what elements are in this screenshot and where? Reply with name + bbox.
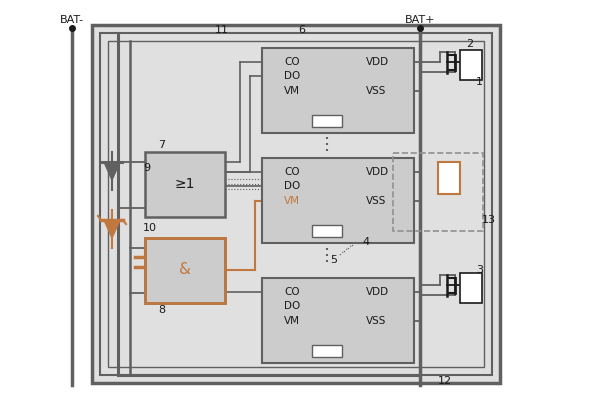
Text: VSS: VSS [366, 316, 386, 326]
Bar [262, 48, 414, 133]
Text: VSS: VSS [366, 86, 386, 96]
Bar [145, 238, 225, 303]
Text: 12: 12 [438, 376, 452, 386]
Text: 4: 4 [362, 237, 369, 247]
Text: 5: 5 [330, 255, 337, 265]
Text: 13: 13 [482, 215, 496, 225]
Text: VDD: VDD [366, 167, 389, 177]
Text: 9: 9 [143, 163, 150, 173]
Text: 7: 7 [158, 140, 165, 150]
Text: 10: 10 [143, 223, 157, 233]
Text: 3: 3 [476, 265, 483, 275]
Text: BAT+: BAT+ [405, 15, 435, 25]
Bar [108, 41, 484, 367]
Bar [262, 278, 414, 363]
Text: BAT-: BAT- [60, 15, 84, 25]
Text: DO: DO [284, 181, 300, 191]
Text: VDD: VDD [366, 57, 389, 67]
Polygon shape [104, 162, 120, 180]
Bar [312, 115, 342, 127]
Bar [312, 225, 342, 237]
Text: DO: DO [284, 301, 300, 311]
Text: VM: VM [284, 316, 300, 326]
Bar [460, 273, 482, 303]
Bar [460, 50, 482, 80]
Text: ≥1: ≥1 [175, 177, 195, 191]
Text: 8: 8 [158, 305, 165, 315]
Text: VM: VM [284, 86, 300, 96]
Text: 1: 1 [476, 77, 483, 87]
Text: CO: CO [284, 57, 299, 67]
Text: 6: 6 [298, 25, 305, 35]
Bar [145, 152, 225, 217]
Text: VM: VM [284, 196, 300, 206]
Text: CO: CO [284, 167, 299, 177]
Bar [312, 345, 342, 357]
Text: CO: CO [284, 287, 299, 297]
Bar [438, 162, 460, 194]
Text: VSS: VSS [366, 196, 386, 206]
Bar [393, 153, 483, 231]
Bar [145, 238, 225, 303]
Bar [262, 158, 414, 243]
Text: VDD: VDD [366, 287, 389, 297]
Text: DO: DO [284, 71, 300, 81]
Polygon shape [104, 220, 120, 238]
Text: 11: 11 [215, 25, 229, 35]
Bar [92, 25, 500, 383]
Text: &: & [179, 262, 191, 278]
Text: 2: 2 [466, 39, 473, 49]
Bar [100, 33, 492, 375]
